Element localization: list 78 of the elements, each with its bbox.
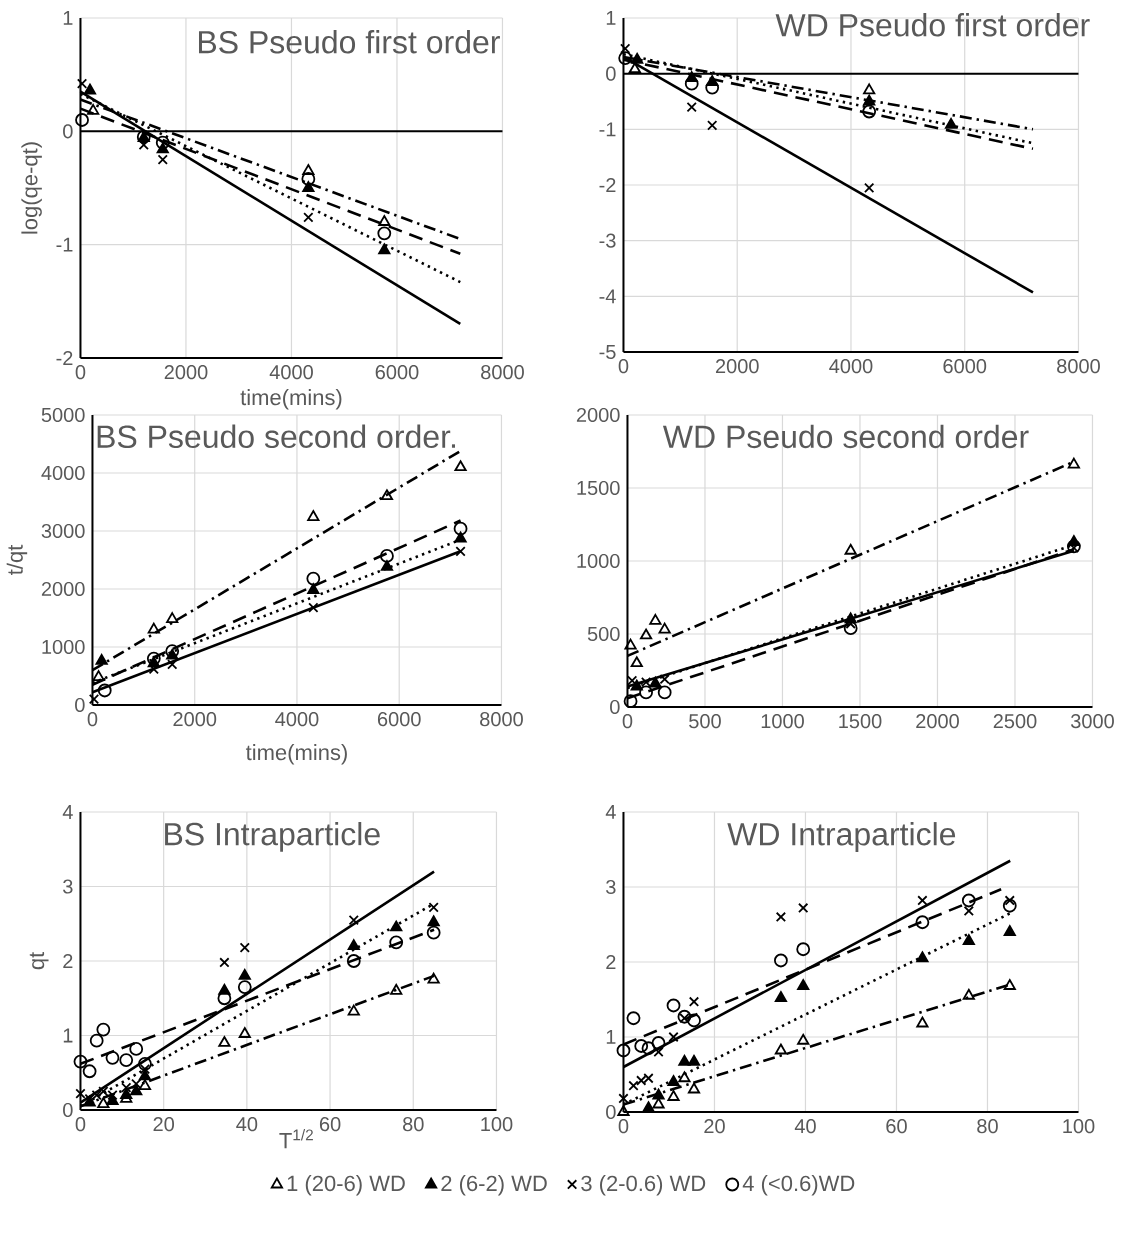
y-tick-label: 4 — [605, 805, 616, 819]
y-tick-label: 0 — [609, 699, 620, 715]
x-tick-label: 2000 — [164, 365, 208, 380]
y-axis-title: t/qt — [6, 544, 27, 575]
y-tick-label: 3 — [605, 879, 616, 895]
chart-title: WD Intraparticle — [727, 822, 955, 852]
chart-title: BS Pseudo first order — [198, 30, 500, 54]
x-tick-label: 20 — [704, 1119, 725, 1134]
y-tick-label: -5 — [599, 344, 616, 359]
y-tick-label: 2000 — [41, 581, 85, 597]
y-tick-label: 1500 — [577, 480, 620, 496]
x-tick-label: 0 — [622, 714, 633, 729]
x-tick-label: 80 — [402, 1117, 424, 1132]
x-tick-label: 500 — [688, 714, 721, 729]
y-tick-label: 5000 — [41, 407, 85, 423]
x-tick-label: 1500 — [839, 714, 882, 729]
x-axis-title: time(mins) — [245, 744, 347, 765]
y-tick-label: 0 — [62, 1102, 73, 1118]
y-axis-title: log(qe-qt) — [21, 142, 42, 234]
x-tick-label: 2000 — [715, 359, 759, 374]
y-tick-label: 1000 — [42, 639, 85, 655]
y-tick-label: 1 — [63, 11, 73, 25]
x-tick-label: 4000 — [829, 359, 873, 374]
x-tick-label: 1000 — [761, 714, 804, 729]
y-tick-label: 4 — [62, 805, 73, 819]
y-tick-label: 2 — [606, 955, 616, 969]
x-tick-label: 6000 — [377, 712, 421, 727]
x-tick-label: 80 — [977, 1119, 998, 1134]
y-tick-label: 2000 — [576, 407, 620, 423]
y-tick-label: 3000 — [41, 523, 85, 539]
x-tick-label: 0 — [87, 712, 98, 727]
y-tick-label: 0 — [74, 697, 85, 713]
y-tick-label: -2 — [56, 351, 73, 365]
x-axis-title: time(mins) — [240, 389, 342, 410]
y-tick-label: 1 — [606, 11, 616, 25]
y-tick-label: 3 — [62, 879, 73, 894]
x-tick-label: 100 — [1063, 1119, 1095, 1134]
x-tick-label: 100 — [481, 1117, 513, 1132]
x-tick-label: 2000 — [916, 714, 959, 729]
y-tick-label: 2 — [63, 954, 73, 968]
x-tick-label: 8000 — [480, 365, 524, 380]
y-tick-label: 1000 — [577, 553, 620, 569]
x-tick-label: 2500 — [993, 714, 1037, 729]
y-tick-label: -1 — [599, 122, 616, 137]
x-tick-label: 4000 — [269, 365, 313, 380]
y-tick-label: 4000 — [41, 465, 85, 481]
y-tick-label: -1 — [56, 237, 73, 252]
x-tick-label: 60 — [319, 1117, 341, 1132]
y-tick-label: -4 — [599, 289, 616, 304]
legend-label: 2 (6-2) WD — [441, 1175, 547, 1196]
x-tick-label: 2000 — [173, 712, 216, 727]
y-axis-title: qt — [29, 951, 49, 970]
x-tick-label: 8000 — [479, 712, 523, 727]
legend-label: 1 (20-6) WD — [287, 1175, 405, 1196]
y-tick-label: -3 — [599, 233, 616, 248]
chart-title: WD Pseudo second order — [662, 424, 1029, 449]
y-tick-label: 1 — [606, 1030, 616, 1044]
y-tick-label: 0 — [605, 1104, 616, 1120]
y-tick-label: 0 — [62, 124, 73, 139]
chart-title: BS Intraparticle — [164, 821, 380, 852]
legend-label: 4 (<0.6)WD — [742, 1175, 855, 1196]
y-tick-label: 0 — [605, 66, 616, 81]
x-axis-title: T$^{1/2}$ — [279, 1129, 313, 1149]
y-tick-label: 500 — [587, 626, 620, 642]
x-tick-label: 20 — [153, 1117, 174, 1132]
y-tick-label: 1 — [63, 1028, 73, 1043]
x-tick-label: 8000 — [1056, 359, 1100, 374]
chart-title: BS Pseudo second order. — [97, 424, 455, 449]
x-tick-label: 3000 — [1070, 714, 1114, 729]
x-tick-label: 60 — [886, 1119, 907, 1134]
x-tick-label: 4000 — [275, 712, 319, 727]
x-tick-label: 40 — [236, 1117, 258, 1132]
legend-label: 3 (2-0.6) WD — [581, 1175, 705, 1196]
x-tick-label: 40 — [794, 1119, 816, 1134]
x-tick-label: 6000 — [375, 365, 419, 380]
chart-title: WD Pseudo first order — [775, 13, 1090, 37]
x-tick-label: 6000 — [943, 359, 986, 374]
y-tick-label: -2 — [599, 178, 616, 192]
